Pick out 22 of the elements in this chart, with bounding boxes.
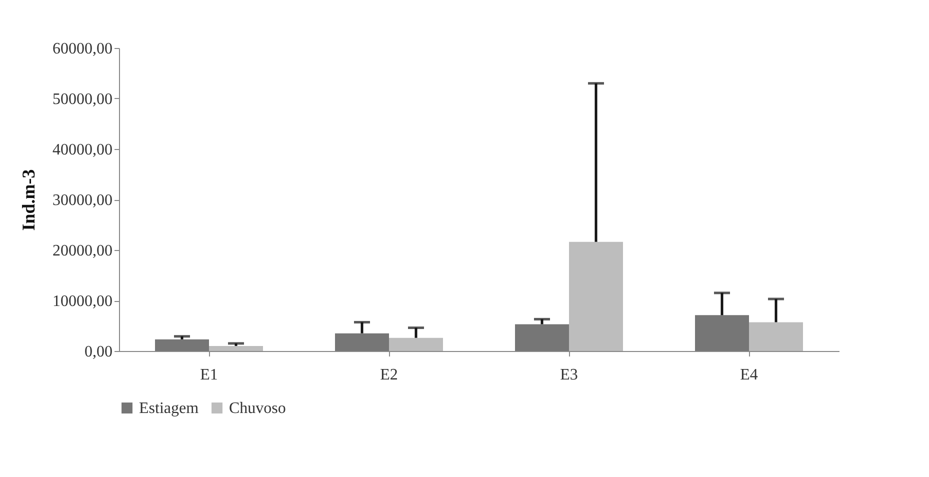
x-tick-label: E2: [380, 366, 398, 384]
bar: [515, 324, 569, 351]
y-tick-label: 20000,00: [52, 242, 112, 260]
x-tick-label: E3: [560, 366, 578, 384]
x-tick-label: E4: [740, 366, 758, 384]
y-tick-label: 10000,00: [52, 293, 112, 310]
x-tick-label: E1: [200, 366, 218, 384]
legend-label: Estiagem: [139, 400, 200, 417]
bar: [749, 322, 803, 351]
bar: [335, 333, 389, 351]
bar: [155, 339, 209, 351]
y-tick-label: 0,00: [84, 344, 112, 360]
bar: [695, 315, 749, 351]
y-axis-title: Ind.m-3: [18, 169, 38, 231]
y-tick-label: 30000,00: [52, 192, 112, 209]
y-tick-label: 40000,00: [52, 142, 112, 158]
bar: [389, 338, 443, 351]
bar: [209, 346, 263, 351]
bar: [569, 242, 623, 351]
y-tick-label: 50000,00: [52, 91, 112, 108]
legend-label: Chuvoso: [229, 400, 286, 417]
y-tick-label: 60000,00: [52, 40, 112, 58]
